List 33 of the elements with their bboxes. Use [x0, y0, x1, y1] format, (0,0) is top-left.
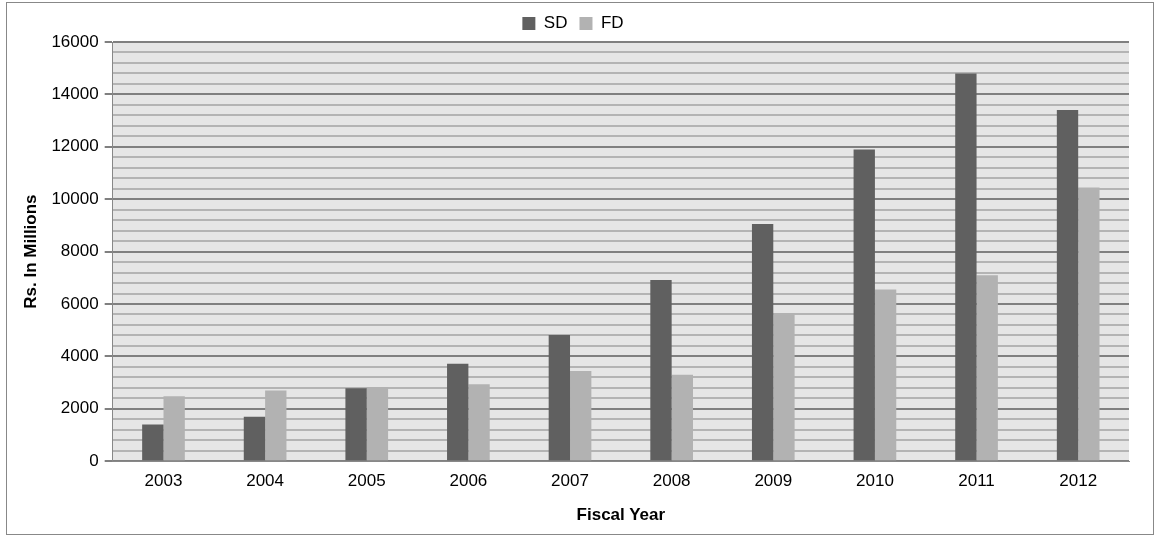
y-tick-label: 14000 [51, 84, 99, 104]
y-tick-label: 2000 [60, 398, 99, 418]
y-tick-label: 0 [89, 450, 99, 470]
y-tick-label: 10000 [51, 188, 99, 208]
x-tick-label: 2008 [652, 471, 691, 491]
x-tick-label: 2004 [246, 471, 285, 491]
bar [751, 224, 774, 461]
bar [243, 416, 266, 461]
x-tick-label: 2005 [347, 471, 386, 491]
y-axis-title: Rs. In Millions [20, 194, 40, 309]
x-tick-label: 2012 [1059, 471, 1098, 491]
bar [853, 149, 875, 461]
bar [447, 363, 469, 461]
y-tick-label: 12000 [51, 136, 99, 156]
bar [955, 73, 977, 461]
x-tick-label: 2007 [551, 471, 589, 491]
y-tick-label: 16000 [51, 31, 99, 51]
bar [548, 334, 571, 461]
y-tick-label: 8000 [60, 241, 99, 261]
x-axis-title: Fiscal Year [576, 505, 666, 525]
x-tick-label: 2010 [856, 471, 894, 491]
x-tick-label: 2006 [449, 471, 488, 491]
x-tick-label: 2003 [144, 471, 183, 491]
y-tick-label: 6000 [60, 293, 99, 313]
y-tick-label: 4000 [60, 346, 99, 366]
x-tick-label: 2011 [958, 471, 995, 491]
bar [650, 279, 672, 461]
bar [345, 388, 367, 461]
legend-label: SD [543, 13, 568, 33]
x-tick-label: 2009 [754, 471, 793, 491]
bar [142, 424, 164, 461]
bar [1056, 110, 1079, 461]
legend-label: FD [600, 13, 624, 33]
